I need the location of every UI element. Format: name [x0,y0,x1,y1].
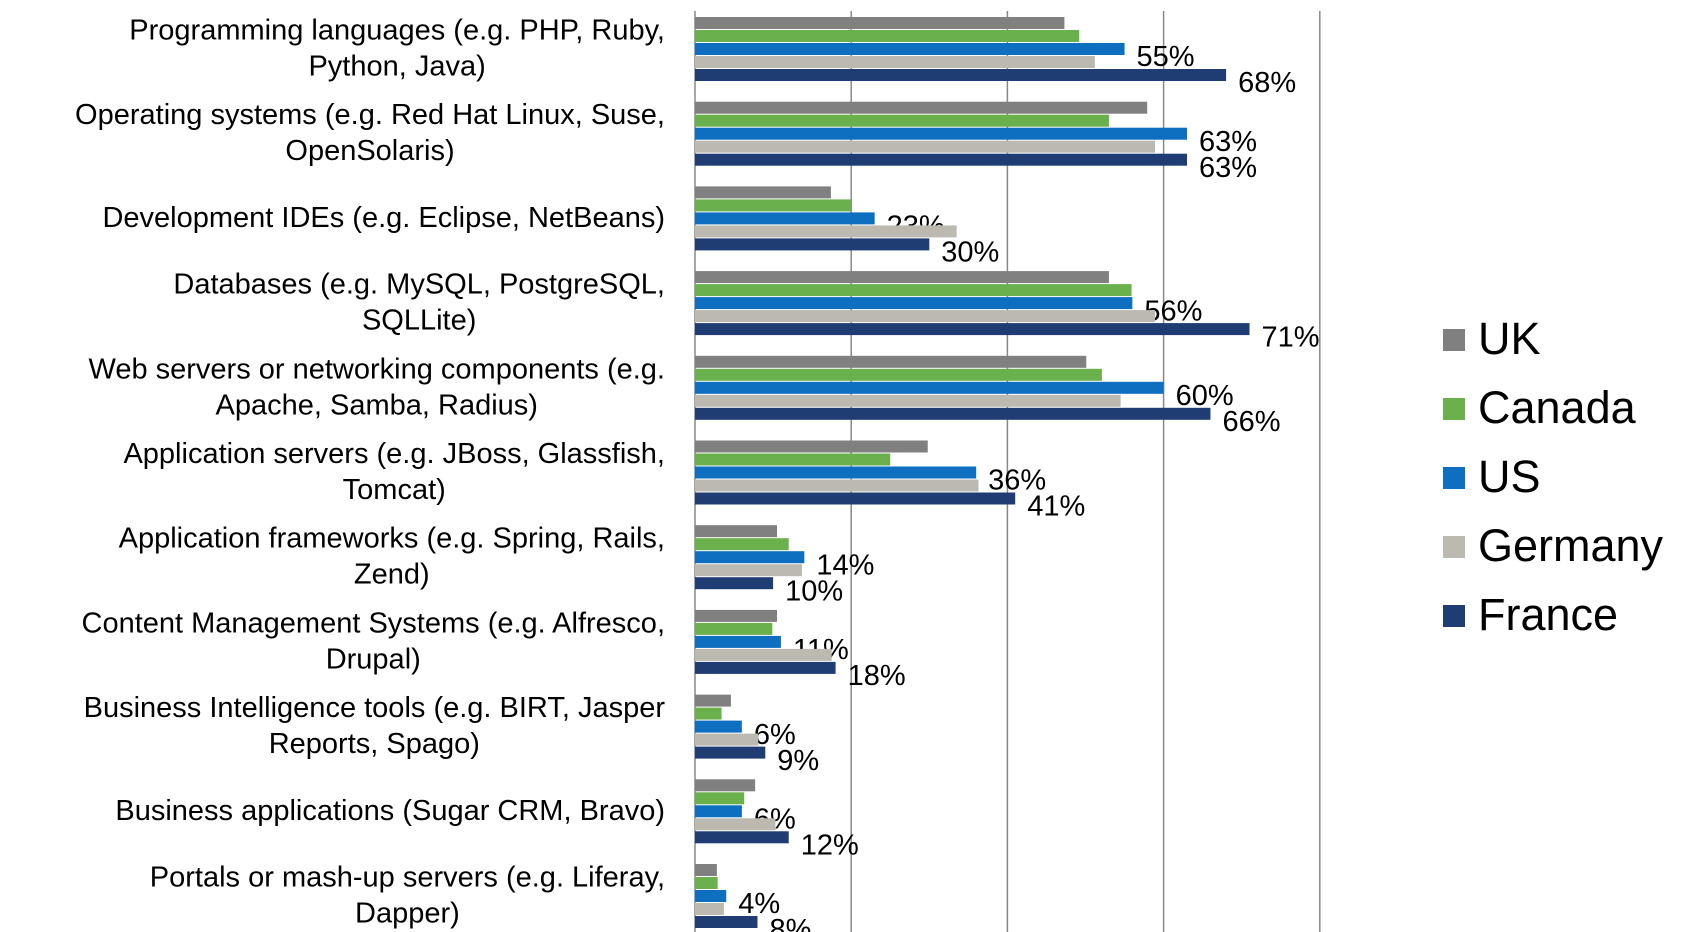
legend-label: Canada [1478,382,1637,433]
bar [695,720,742,733]
bar [695,890,727,902]
bar [695,551,805,564]
bar [695,661,836,674]
bar [695,153,1188,166]
bar [695,238,930,251]
bar [695,864,717,876]
category-label: Web servers or networking components (e.… [88,353,665,421]
value-label: 63% [1199,126,1257,158]
category-label: Business applications (Sugar CRM, Bravo) [115,794,665,826]
value-label: 55% [1137,41,1195,73]
bar [695,916,758,928]
bar [695,746,766,759]
bar [695,538,789,551]
bar [695,903,724,915]
value-label: 10% [785,575,843,607]
bar [695,479,979,492]
bar [695,792,745,805]
category-label: Business Intelligence tools (e.g. BIRT, … [84,692,666,760]
bar [695,394,1121,407]
bar [695,212,875,225]
bar [695,284,1132,297]
bar [695,466,977,479]
bar [695,453,891,466]
bar [695,368,1102,381]
bar [695,127,1188,140]
value-label: 60% [1176,380,1234,412]
bar [695,225,957,238]
bar [695,779,756,792]
bar [695,69,1227,81]
value-label: 14% [816,549,874,581]
value-label: 71% [1262,321,1320,353]
bar [695,101,1148,114]
bar [695,694,731,707]
value-label: 9% [777,745,819,777]
bar [695,310,1156,323]
bar [695,199,852,212]
bar [695,707,722,720]
bar [695,733,759,746]
value-label: 30% [941,237,999,269]
bar [695,805,742,818]
legend-swatch [1443,536,1465,558]
legend-swatch [1443,398,1465,420]
bar [695,622,773,635]
legend-swatch [1443,329,1465,351]
value-label: 41% [1027,491,1085,523]
bar [695,525,778,538]
value-label: 68% [1238,67,1296,99]
bar [695,577,774,590]
value-label: 4% [738,888,780,920]
bar [695,30,1080,42]
bar [695,43,1125,55]
value-label: 12% [801,829,859,861]
bar [695,407,1211,420]
bar [695,271,1109,284]
bar [695,297,1133,310]
bar [695,564,802,577]
category-label: Content Management Systems (e.g. Alfresc… [82,607,666,675]
bar [695,323,1250,336]
category-label: Application frameworks (e.g. Spring, Rai… [119,522,665,590]
value-label: 36% [988,465,1046,497]
bar [695,355,1087,368]
value-label: 18% [848,660,906,692]
bar [695,17,1065,29]
bar [695,635,781,648]
bar [695,114,1109,127]
category-label: Databases (e.g. MySQL, PostgreSQL, SQLLit… [173,268,665,336]
category-label: Portals or mash-up servers (e.g. Liferay… [150,861,665,929]
legend-label: Germany [1478,520,1664,571]
value-label: 6% [754,719,796,751]
legend-label: US [1478,451,1541,502]
category-label: Operating systems (e.g. Red Hat Linux, S… [75,99,665,167]
bar [695,140,1156,153]
bar [695,877,718,889]
legend-swatch [1443,467,1465,489]
bar [695,818,776,831]
category-label: Development IDEs (e.g. Eclipse, NetBeans… [102,202,665,234]
category-label: Programming languages (e.g. PHP, Ruby, Py… [129,14,665,82]
value-label: 63% [1199,152,1257,184]
value-label: 66% [1222,406,1280,438]
bar [695,609,778,622]
legend-label: UK [1478,313,1541,364]
bar [695,831,789,844]
legend-swatch [1443,605,1465,627]
value-label: 8% [769,914,811,932]
bar [695,56,1095,68]
bar [695,492,1016,505]
bar [695,648,832,661]
bar [695,381,1164,394]
bar [695,186,831,199]
category-label: Application servers (e.g. JBoss, Glassfi… [123,438,665,506]
legend-label: France [1478,589,1618,640]
bar [695,440,928,453]
